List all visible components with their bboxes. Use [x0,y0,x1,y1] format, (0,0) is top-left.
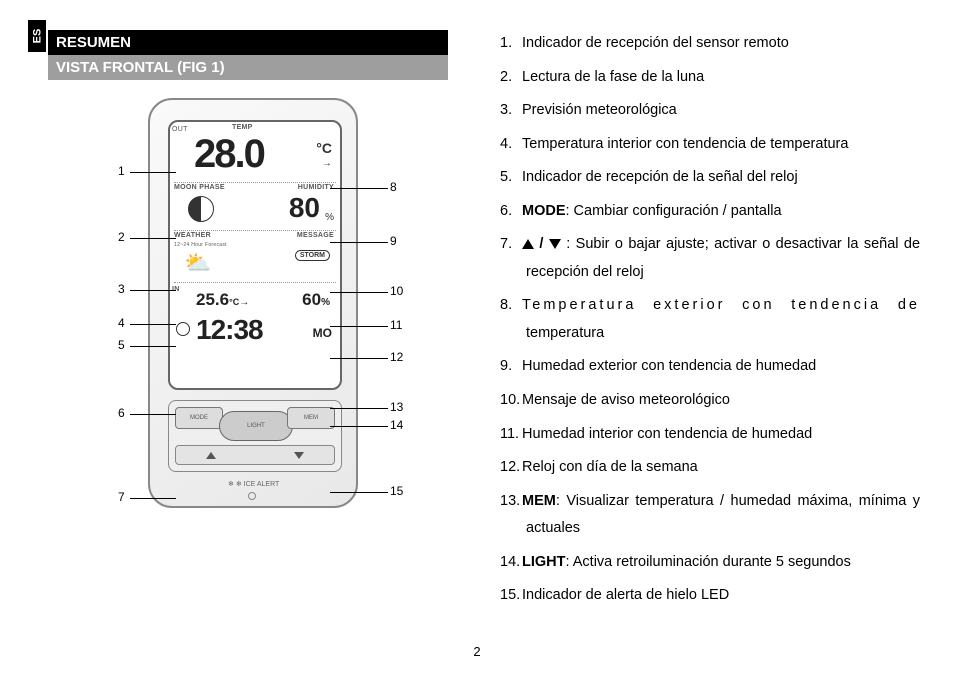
moon-icon [188,196,214,222]
up-arrow-icon [206,452,216,459]
forecast-sub: 12~24 Hour Forecast [174,242,227,248]
list-item: 13.MEM: Visualizar temperatura / humedad… [500,488,920,543]
list-item: 3.Previsión meteorológica [500,97,920,125]
day-of-week: MO [313,326,332,340]
description-list: 1.Indicador de recepción del sensor remo… [500,30,920,616]
callout-15: 15 [390,484,403,498]
callout-1: 1 [118,164,125,178]
humidity-label: HUMIDITY [298,184,334,191]
weather-label: WEATHER [174,232,211,239]
out-label: OUT [172,126,188,133]
list-item: 15.Indicador de alerta de hielo LED [500,582,920,610]
device-screen: OUT TEMP 28.0 °C → MOON PHASE HUMIDITY 8… [168,120,342,390]
indoor-temp: 25.6°C→ [196,290,249,310]
callout-10: 10 [390,284,403,298]
callout-13: 13 [390,400,403,414]
language-code: ES [31,29,43,44]
callout-12: 12 [390,350,403,364]
mode-button[interactable]: MODE [175,407,223,429]
down-arrow-icon [294,452,304,459]
temp-unit: °C [316,140,332,156]
device-body: OUT TEMP 28.0 °C → MOON PHASE HUMIDITY 8… [148,98,358,508]
list-item: 6.MODE: Cambiar configuración / pantalla [500,198,920,226]
callout-6: 6 [118,406,125,420]
ice-alert-label: ❄ ❄ ICE ALERT [228,480,279,488]
light-button[interactable]: LIGHT [219,411,293,441]
outdoor-temp: 28.0 [194,132,264,177]
humidity-value: 80 [289,192,320,224]
mem-button[interactable]: MEM [287,407,335,429]
list-item: 10.Mensaje de aviso meteorológico [500,387,920,415]
callout-8: 8 [390,180,397,194]
callout-3: 3 [118,282,125,296]
humidity-unit: % [325,212,334,223]
ice-alert-led [248,492,256,500]
list-item: 1.Indicador de recepción del sensor remo… [500,30,920,58]
indoor-humidity: 60% [302,290,330,310]
list-item: 11.Humedad interior con tendencia de hum… [500,421,920,449]
up-down-strip[interactable] [175,445,335,465]
list-item: 12.Reloj con día de la semana [500,454,920,482]
temp-label: TEMP [232,124,253,131]
list-item: 4.Temperatura interior con tendencia de … [500,131,920,159]
callout-7: 7 [118,490,125,504]
moon-label: MOON PHASE [174,184,225,191]
figure-device: OUT TEMP 28.0 °C → MOON PHASE HUMIDITY 8… [48,92,448,602]
callout-4: 4 [118,316,125,330]
page-number: 2 [0,644,954,659]
message-label: MESSAGE [297,232,334,239]
storm-badge: STORM [295,250,330,261]
language-tab: ES [28,20,46,52]
weather-icon: ⛅ [184,250,211,276]
button-panel: MODE LIGHT MEM [168,400,342,472]
list-item: 7. / : Subir o bajar ajuste; activar o d… [500,231,920,286]
list-item: 5.Indicador de recepción de la señal del… [500,164,920,192]
clock-time: 12:38 [196,314,263,346]
callout-11: 11 [390,318,402,332]
clock-signal-icon [176,322,190,336]
callout-5: 5 [118,338,125,352]
left-column: RESUMEN VISTA FRONTAL (FIG 1) OUT TEMP 2… [48,30,448,602]
callout-14: 14 [390,418,403,432]
header-vista-frontal: VISTA FRONTAL (FIG 1) [48,55,448,80]
list-item: 14.LIGHT: Activa retroiluminación durant… [500,549,920,577]
header-resumen: RESUMEN [48,30,448,55]
callout-9: 9 [390,234,397,248]
callout-2: 2 [118,230,125,244]
list-item: 9.Humedad exterior con tendencia de hume… [500,353,920,381]
list-item: 2.Lectura de la fase de la luna [500,64,920,92]
list-item: 8.Temperatura exterior con tendencia de … [500,292,920,347]
